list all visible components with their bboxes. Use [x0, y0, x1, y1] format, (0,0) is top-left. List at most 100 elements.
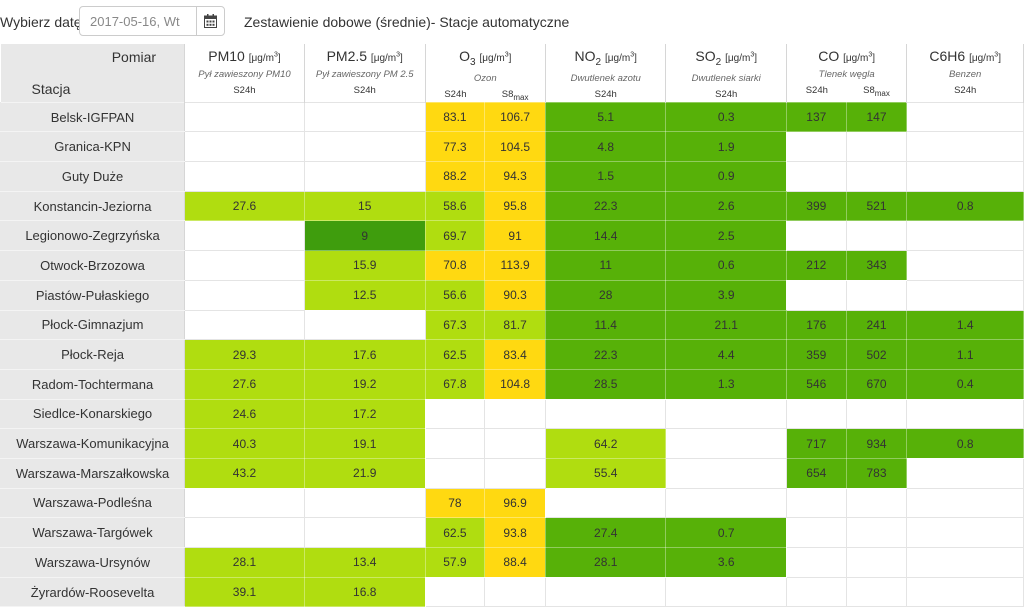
value-cell: 19.2	[303, 368, 426, 400]
value-cell: 17.2	[303, 398, 426, 430]
value-cell: 27.6	[184, 190, 305, 222]
station-name[interactable]: Warszawa-Targówek	[0, 517, 186, 548]
station-name[interactable]: Warszawa-Podleśna	[0, 487, 186, 519]
station-name[interactable]: Piastów-Pułaskiego	[0, 279, 186, 311]
value-cell: 0.9	[665, 161, 787, 192]
value-cell: 546	[785, 368, 847, 400]
value-cell	[785, 161, 847, 192]
station-name[interactable]: Guty Duże	[0, 161, 186, 192]
value-cell	[544, 487, 667, 519]
value-cell: 81.7	[484, 309, 546, 341]
value-cell	[303, 161, 426, 192]
value-cell: 12.5	[303, 279, 426, 311]
pollutant-name: PM10 [μg/m3]	[208, 48, 281, 64]
pollutant-name: CO [μg/m3]	[818, 48, 876, 64]
station-name[interactable]: Siedlce-Konarskiego	[0, 398, 186, 430]
value-cell: 654	[785, 457, 847, 489]
value-cell	[906, 161, 1024, 192]
avg-label: S24h	[233, 85, 256, 96]
value-cell: 0.4	[906, 368, 1024, 400]
station-name[interactable]: Żyrardów-Roosevelta	[0, 576, 186, 607]
calendar-button[interactable]	[196, 7, 224, 35]
table-row: Żyrardów-Roosevelta 39.1 16.8	[0, 576, 1024, 607]
value-cell	[906, 487, 1024, 519]
table-row: Legionowo-Zegrzyńska 9 69.7 91 14.4 2.5	[0, 220, 1024, 252]
stations-table: Pomiar Stacja PM10 [μg/m3] Pył zawieszon…	[0, 44, 1024, 607]
value-cell	[785, 131, 847, 163]
station-name[interactable]: Radom-Tochtermana	[0, 368, 186, 400]
value-cell: 67.8	[424, 368, 486, 400]
value-cell: 11.4	[544, 309, 667, 341]
value-cell: 0.6	[665, 250, 787, 281]
station-name[interactable]: Warszawa-Komunikacyjna	[0, 428, 186, 459]
col-header-o3[interactable]: O3 [μg/m3] Ozon S24h S8max	[425, 44, 546, 103]
value-cell: 1.4	[906, 309, 1024, 341]
value-cell: 502	[845, 339, 908, 370]
value-cell	[906, 547, 1024, 578]
station-name[interactable]: Otwock-Brzozowa	[0, 250, 186, 281]
col-header-co[interactable]: CO [μg/m3] Tlenek węgla S24h S8max	[786, 44, 908, 103]
value-cell	[845, 398, 908, 430]
value-cell	[906, 250, 1024, 281]
toolbar: Wybierz datę: Zestawienie dobowe (średni…	[0, 0, 1024, 44]
value-cell	[184, 517, 305, 548]
table-row: Płock-Gimnazjum 67.3 81.7 11.4 21.1 176 241 1.4	[0, 309, 1024, 341]
value-cell: 78	[424, 487, 486, 519]
station-name[interactable]: Granica-KPN	[0, 131, 186, 163]
value-cell	[484, 457, 546, 489]
value-cell	[906, 220, 1024, 252]
station-name[interactable]: Legionowo-Zegrzyńska	[0, 220, 186, 252]
value-cell: 399	[785, 190, 847, 222]
value-cell: 106.7	[484, 101, 546, 133]
value-cell: 4.8	[544, 131, 667, 163]
value-cell: 0.8	[906, 428, 1024, 459]
value-cell	[845, 517, 908, 548]
avg-label: S24h	[594, 88, 617, 100]
station-name[interactable]: Belsk-IGFPAN	[0, 101, 186, 133]
station-name[interactable]: Warszawa-Ursynów	[0, 547, 186, 578]
value-cell: 28.1	[184, 547, 305, 578]
calendar-icon	[204, 14, 217, 28]
value-cell	[785, 576, 847, 607]
value-cell	[665, 398, 787, 430]
value-cell: 39.1	[184, 576, 305, 607]
value-cell: 94.3	[484, 161, 546, 192]
value-cell: 67.3	[424, 309, 486, 341]
value-cell: 783	[845, 457, 908, 489]
value-cell: 14.4	[544, 220, 667, 252]
value-cell	[785, 398, 847, 430]
date-picker[interactable]	[79, 6, 225, 36]
col-header-c6h6[interactable]: C6H6 [μg/m3] Benzen S24h	[906, 44, 1024, 103]
value-cell: 77.3	[424, 131, 486, 163]
station-name[interactable]: Konstancin-Jeziorna	[0, 190, 186, 222]
value-cell: 69.7	[424, 220, 486, 252]
value-cell: 521	[845, 190, 908, 222]
value-cell	[184, 161, 305, 192]
value-cell	[906, 101, 1024, 133]
table-row: Belsk-IGFPAN 83.1 106.7 5.1 0.3 137 147	[0, 101, 1024, 133]
table-row: Konstancin-Jeziorna 27.6 15 58.6 95.8 22.3 2.6…	[0, 190, 1024, 222]
value-cell	[184, 279, 305, 311]
value-cell	[906, 576, 1024, 607]
value-cell: 62.5	[424, 517, 486, 548]
value-cell	[484, 398, 546, 430]
corner-header: Pomiar Stacja	[0, 44, 186, 103]
value-cell	[845, 576, 908, 607]
pollutant-desc: Pył zawieszony PM10	[198, 69, 291, 80]
value-cell: 15	[303, 190, 426, 222]
station-name[interactable]: Płock-Reja	[0, 339, 186, 370]
value-cell	[424, 576, 486, 607]
pollutant-desc: Benzen	[949, 69, 982, 80]
value-cell	[906, 398, 1024, 430]
value-cell: 3.6	[665, 547, 787, 578]
col-header-pm10[interactable]: PM10 [μg/m3] Pył zawieszony PM10 S24h	[184, 44, 305, 103]
value-cell: 16.8	[303, 576, 426, 607]
value-cell	[845, 487, 908, 519]
station-name[interactable]: Warszawa-Marszałkowska	[0, 457, 186, 489]
col-header-pm25[interactable]: PM2.5 [μg/m3] Pył zawieszony PM 2.5 S24h	[304, 44, 426, 103]
station-name[interactable]: Płock-Gimnazjum	[0, 309, 186, 341]
value-cell	[845, 220, 908, 252]
col-header-no2[interactable]: NO2 [μg/m3] Dwutlenek azotu S24h	[545, 44, 667, 103]
date-input[interactable]	[80, 7, 198, 35]
col-header-so2[interactable]: SO2 [μg/m3] Dwutlenek siarki S24h	[665, 44, 787, 103]
